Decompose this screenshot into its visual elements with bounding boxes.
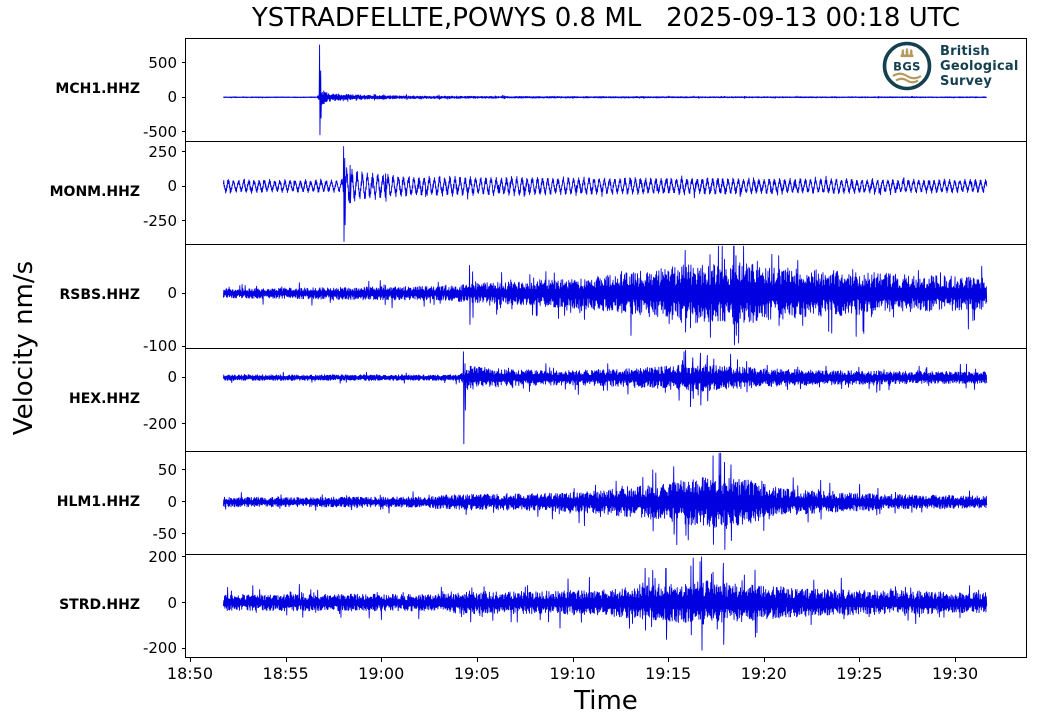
y-axis-label: Velocity nm/s (9, 260, 39, 436)
y-tick-label: -200 (142, 639, 177, 658)
x-tick-label: 19:00 (358, 664, 405, 683)
waveform-canvas-hex (186, 348, 1026, 451)
y-tick-mark (182, 220, 186, 222)
station-label-rsbs: RSBS.HHZ (59, 287, 140, 304)
x-tick-mark (381, 658, 383, 662)
x-tick-mark (189, 658, 191, 662)
x-tick-label: 19:10 (549, 664, 596, 683)
trace-panel-rsbs: RSBS.HHZ 0 -100 (59, 244, 1026, 355)
y-tick-label: 0 (167, 368, 177, 387)
x-tick-mark (955, 658, 957, 662)
y-tick-label: -500 (142, 122, 177, 141)
y-tick-mark (182, 292, 186, 294)
station-label-hlm1: HLM1.HHZ (56, 493, 140, 510)
y-tick-label: 0 (167, 88, 177, 107)
x-tick-mark (763, 658, 765, 662)
y-tick-label: 50 (157, 460, 177, 479)
y-tick-label: -200 (142, 414, 177, 433)
trace-panel-strd: STRD.HHZ 200 0 -200 (59, 548, 1026, 658)
waveform-canvas-hlm1 (186, 451, 1026, 554)
y-tick-mark (182, 345, 186, 347)
y-tick-label: 0 (167, 593, 177, 612)
y-tick-mark (182, 602, 186, 604)
y-tick-mark (182, 185, 186, 187)
y-tick-mark (182, 556, 186, 558)
waveform-canvas-monm (186, 142, 1026, 245)
waveform-canvas-rsbs (186, 245, 1026, 348)
station-label-monm: MONM.HHZ (49, 184, 140, 201)
y-tick-label: 0 (167, 177, 177, 196)
x-axis: 18:50 18:55 19:00 19:05 19:10 19:15 19:20 19:25… (167, 658, 1027, 698)
x-tick-label: 19:05 (453, 664, 500, 683)
crown-icon (900, 48, 914, 58)
plot-area: MCH1.HHZ 500 0 -500 MONM.HHZ 250 0 -250 RSBS… (50, 38, 1027, 658)
svg-text:BGS: BGS (893, 60, 921, 74)
y-tick-label: 500 (148, 53, 177, 72)
x-tick-mark (859, 658, 861, 662)
waves-icon (892, 72, 922, 84)
y-tick-mark (182, 96, 186, 98)
y-tick-label: 250 (148, 142, 177, 161)
x-tick-label: 19:15 (645, 664, 692, 683)
x-tick-label: 19:20 (740, 664, 787, 683)
x-axis-label: Time (574, 686, 638, 716)
y-tick-label: -250 (142, 211, 177, 230)
trace-panel-hlm1: HLM1.HHZ 50 0 -50 (57, 450, 1026, 554)
x-tick-label: 19:30 (932, 664, 979, 683)
station-label-mch1: MCH1.HHZ (55, 81, 140, 98)
y-tick-mark (182, 376, 186, 378)
x-tick-mark (476, 658, 478, 662)
waveform-canvas-strd (186, 554, 1026, 658)
bgs-logo-text: British Geological Survey (940, 44, 1019, 89)
station-label-strd: STRD.HHZ (59, 596, 140, 613)
y-tick-mark (182, 62, 186, 64)
y-tick-label: 0 (167, 492, 177, 511)
bgs-logo: BGS British Geological Survey (882, 41, 1019, 91)
bgs-logo-line1: British (940, 43, 990, 59)
y-tick-mark (182, 533, 186, 535)
trace-panel-hex: HEX.HHZ 0 -200 (69, 347, 1026, 451)
x-tick-label: 19:25 (836, 664, 883, 683)
bgs-roundel-icon: BGS (882, 41, 932, 91)
y-tick-label: -100 (142, 337, 177, 356)
y-tick-mark (182, 647, 186, 649)
y-tick-mark (182, 151, 186, 153)
y-tick-mark (182, 469, 186, 471)
bgs-logo-line3: Survey (940, 73, 992, 89)
x-tick-label: 18:50 (166, 664, 214, 683)
bgs-logo-line2: Geological (940, 58, 1019, 74)
chart-title: YSTRADFELLTE,POWYS 0.8 ML 2025-09-13 00:… (251, 3, 961, 33)
y-tick-mark (182, 131, 186, 133)
x-tick-mark (572, 658, 574, 662)
x-tick-mark (285, 658, 287, 662)
x-tick-label: 18:55 (262, 664, 309, 683)
y-tick-label: 200 (148, 547, 177, 566)
y-tick-label: 0 (167, 284, 177, 303)
y-tick-mark (182, 501, 186, 503)
station-label-hex: HEX.HHZ (69, 390, 140, 407)
trace-panel-monm: MONM.HHZ 250 0 -250 (50, 141, 1026, 245)
x-tick-mark (668, 658, 670, 662)
y-tick-label: -50 (152, 524, 178, 543)
y-tick-mark (182, 423, 186, 425)
